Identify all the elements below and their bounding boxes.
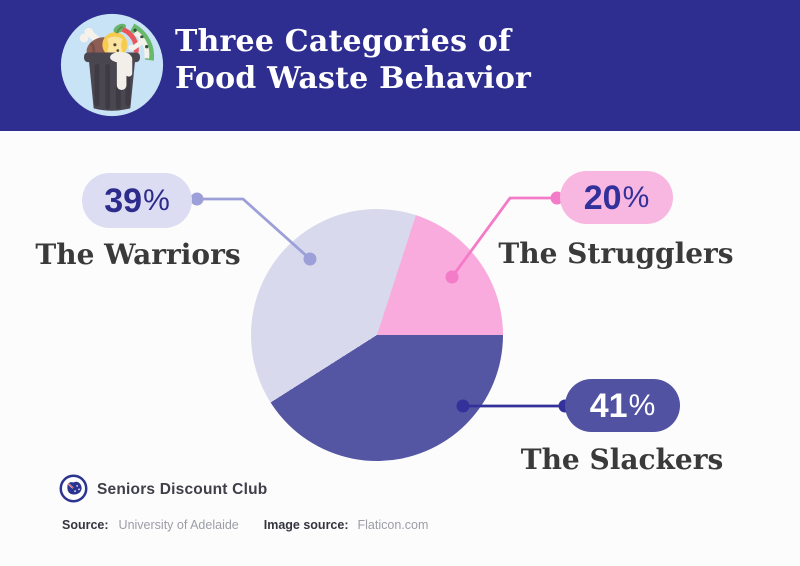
pct-symbol: % — [622, 180, 650, 214]
watermelon-rind-icon — [130, 23, 155, 61]
percentage-pill-warriors: 39% — [82, 173, 192, 228]
callout-label-warriors: The Warriors — [35, 238, 241, 271]
australia-map-shape — [67, 481, 82, 495]
source-row: Source: University of Adelaide Image sou… — [62, 518, 428, 532]
apple-core-icon — [102, 23, 128, 58]
page-title: Three Categories of Food Waste Behavior — [175, 23, 531, 97]
callout-label-slackers: The Slackers — [520, 443, 724, 476]
pct-value: 20 — [583, 178, 622, 217]
australia-flag-logo — [59, 474, 88, 503]
pct-value: 39 — [104, 181, 143, 220]
header-banner: Three Categories of Food Waste Behavior — [0, 0, 800, 131]
pct-symbol: % — [143, 183, 170, 217]
brand-name: Seniors Discount Club — [97, 481, 268, 498]
melting-drip-icon — [110, 51, 133, 91]
pct-symbol: % — [628, 388, 656, 422]
source-value: University of Adelaide — [118, 518, 239, 532]
apple-peel-icon — [121, 27, 139, 53]
percentage-pill-strugglers: 20% — [560, 171, 673, 224]
connector-dot — [190, 192, 204, 206]
image-source-value: Flaticon.com — [357, 518, 429, 532]
percentage-pill-slackers: 41% — [565, 379, 680, 432]
title-line-1: Three Categories of — [175, 24, 512, 59]
title-line-2: Food Waste Behavior — [175, 61, 532, 96]
callout-label-strugglers: The Strugglers — [498, 237, 734, 270]
image-source-label: Image source: — [263, 518, 349, 532]
pct-value: 41 — [589, 386, 628, 425]
pie-chart — [251, 209, 503, 461]
source-label: Source: — [62, 518, 109, 532]
trash-food-waste-icon — [60, 13, 164, 117]
small-bone-icon — [128, 38, 145, 51]
